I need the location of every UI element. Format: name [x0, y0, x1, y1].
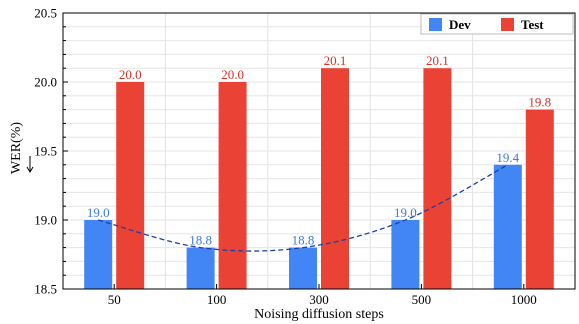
value-label-test-500: 20.1 — [426, 53, 449, 68]
legend-label-test: Test — [521, 17, 544, 32]
bars — [84, 68, 554, 289]
value-label-dev-50: 19.0 — [87, 205, 110, 220]
legend-swatch-test — [501, 18, 514, 31]
bar-test-100 — [218, 82, 247, 289]
value-label-test-100: 20.0 — [221, 67, 244, 82]
legend: Dev Test — [420, 13, 574, 35]
value-label-test-1000: 19.8 — [528, 95, 551, 110]
legend-label-dev: Dev — [449, 17, 471, 32]
bar-test-1000 — [525, 109, 554, 289]
trend-line-group — [98, 164, 509, 252]
y-tick-label: 19.5 — [34, 144, 57, 159]
value-label-test-300: 20.1 — [324, 53, 347, 68]
bar-dev-100 — [186, 247, 215, 289]
bar-dev-1000 — [493, 164, 522, 289]
x-tick-label: 100 — [207, 292, 227, 307]
y-ticks: 18.5 19.0 19.5 20.0 20.5 — [34, 6, 68, 297]
x-ticks: 50 100 300 500 1000 — [108, 284, 537, 307]
y-tick-label: 18.5 — [34, 282, 57, 297]
bar-dev-300 — [289, 247, 317, 289]
x-tick-label: 1000 — [511, 292, 537, 307]
bar-test-300 — [321, 68, 349, 289]
value-labels: 19.0 20.0 18.8 20.0 18.8 20.1 19.0 20.1 19.4 19.8 — [87, 53, 551, 247]
y-tick-label: 19.0 — [34, 213, 57, 228]
y-axis-title: WER(%) — [9, 122, 24, 174]
value-label-dev-300: 18.8 — [292, 233, 315, 248]
bar-dev-500 — [391, 220, 420, 289]
x-tick-label: 50 — [108, 292, 121, 307]
value-label-dev-1000: 19.4 — [496, 150, 519, 165]
down-arrow-icon — [26, 156, 34, 173]
y-tick-label: 20.0 — [34, 75, 57, 90]
x-tick-label: 500 — [412, 292, 432, 307]
bar-test-50 — [116, 82, 145, 289]
value-label-dev-100: 18.8 — [189, 233, 212, 248]
bar-test-500 — [423, 68, 452, 289]
value-label-dev-500: 19.0 — [394, 205, 417, 220]
y-tick-label: 20.5 — [34, 6, 57, 21]
x-tick-label: 300 — [309, 292, 329, 307]
bar-dev-50 — [84, 220, 113, 289]
trend-line-dev — [98, 164, 509, 252]
legend-box — [420, 13, 574, 35]
y-axis-title-group: WER(%) — [9, 122, 34, 174]
legend-swatch-dev — [429, 18, 442, 31]
x-axis-title: Noising diffusion steps — [254, 307, 384, 322]
value-label-test-50: 20.0 — [119, 67, 142, 82]
